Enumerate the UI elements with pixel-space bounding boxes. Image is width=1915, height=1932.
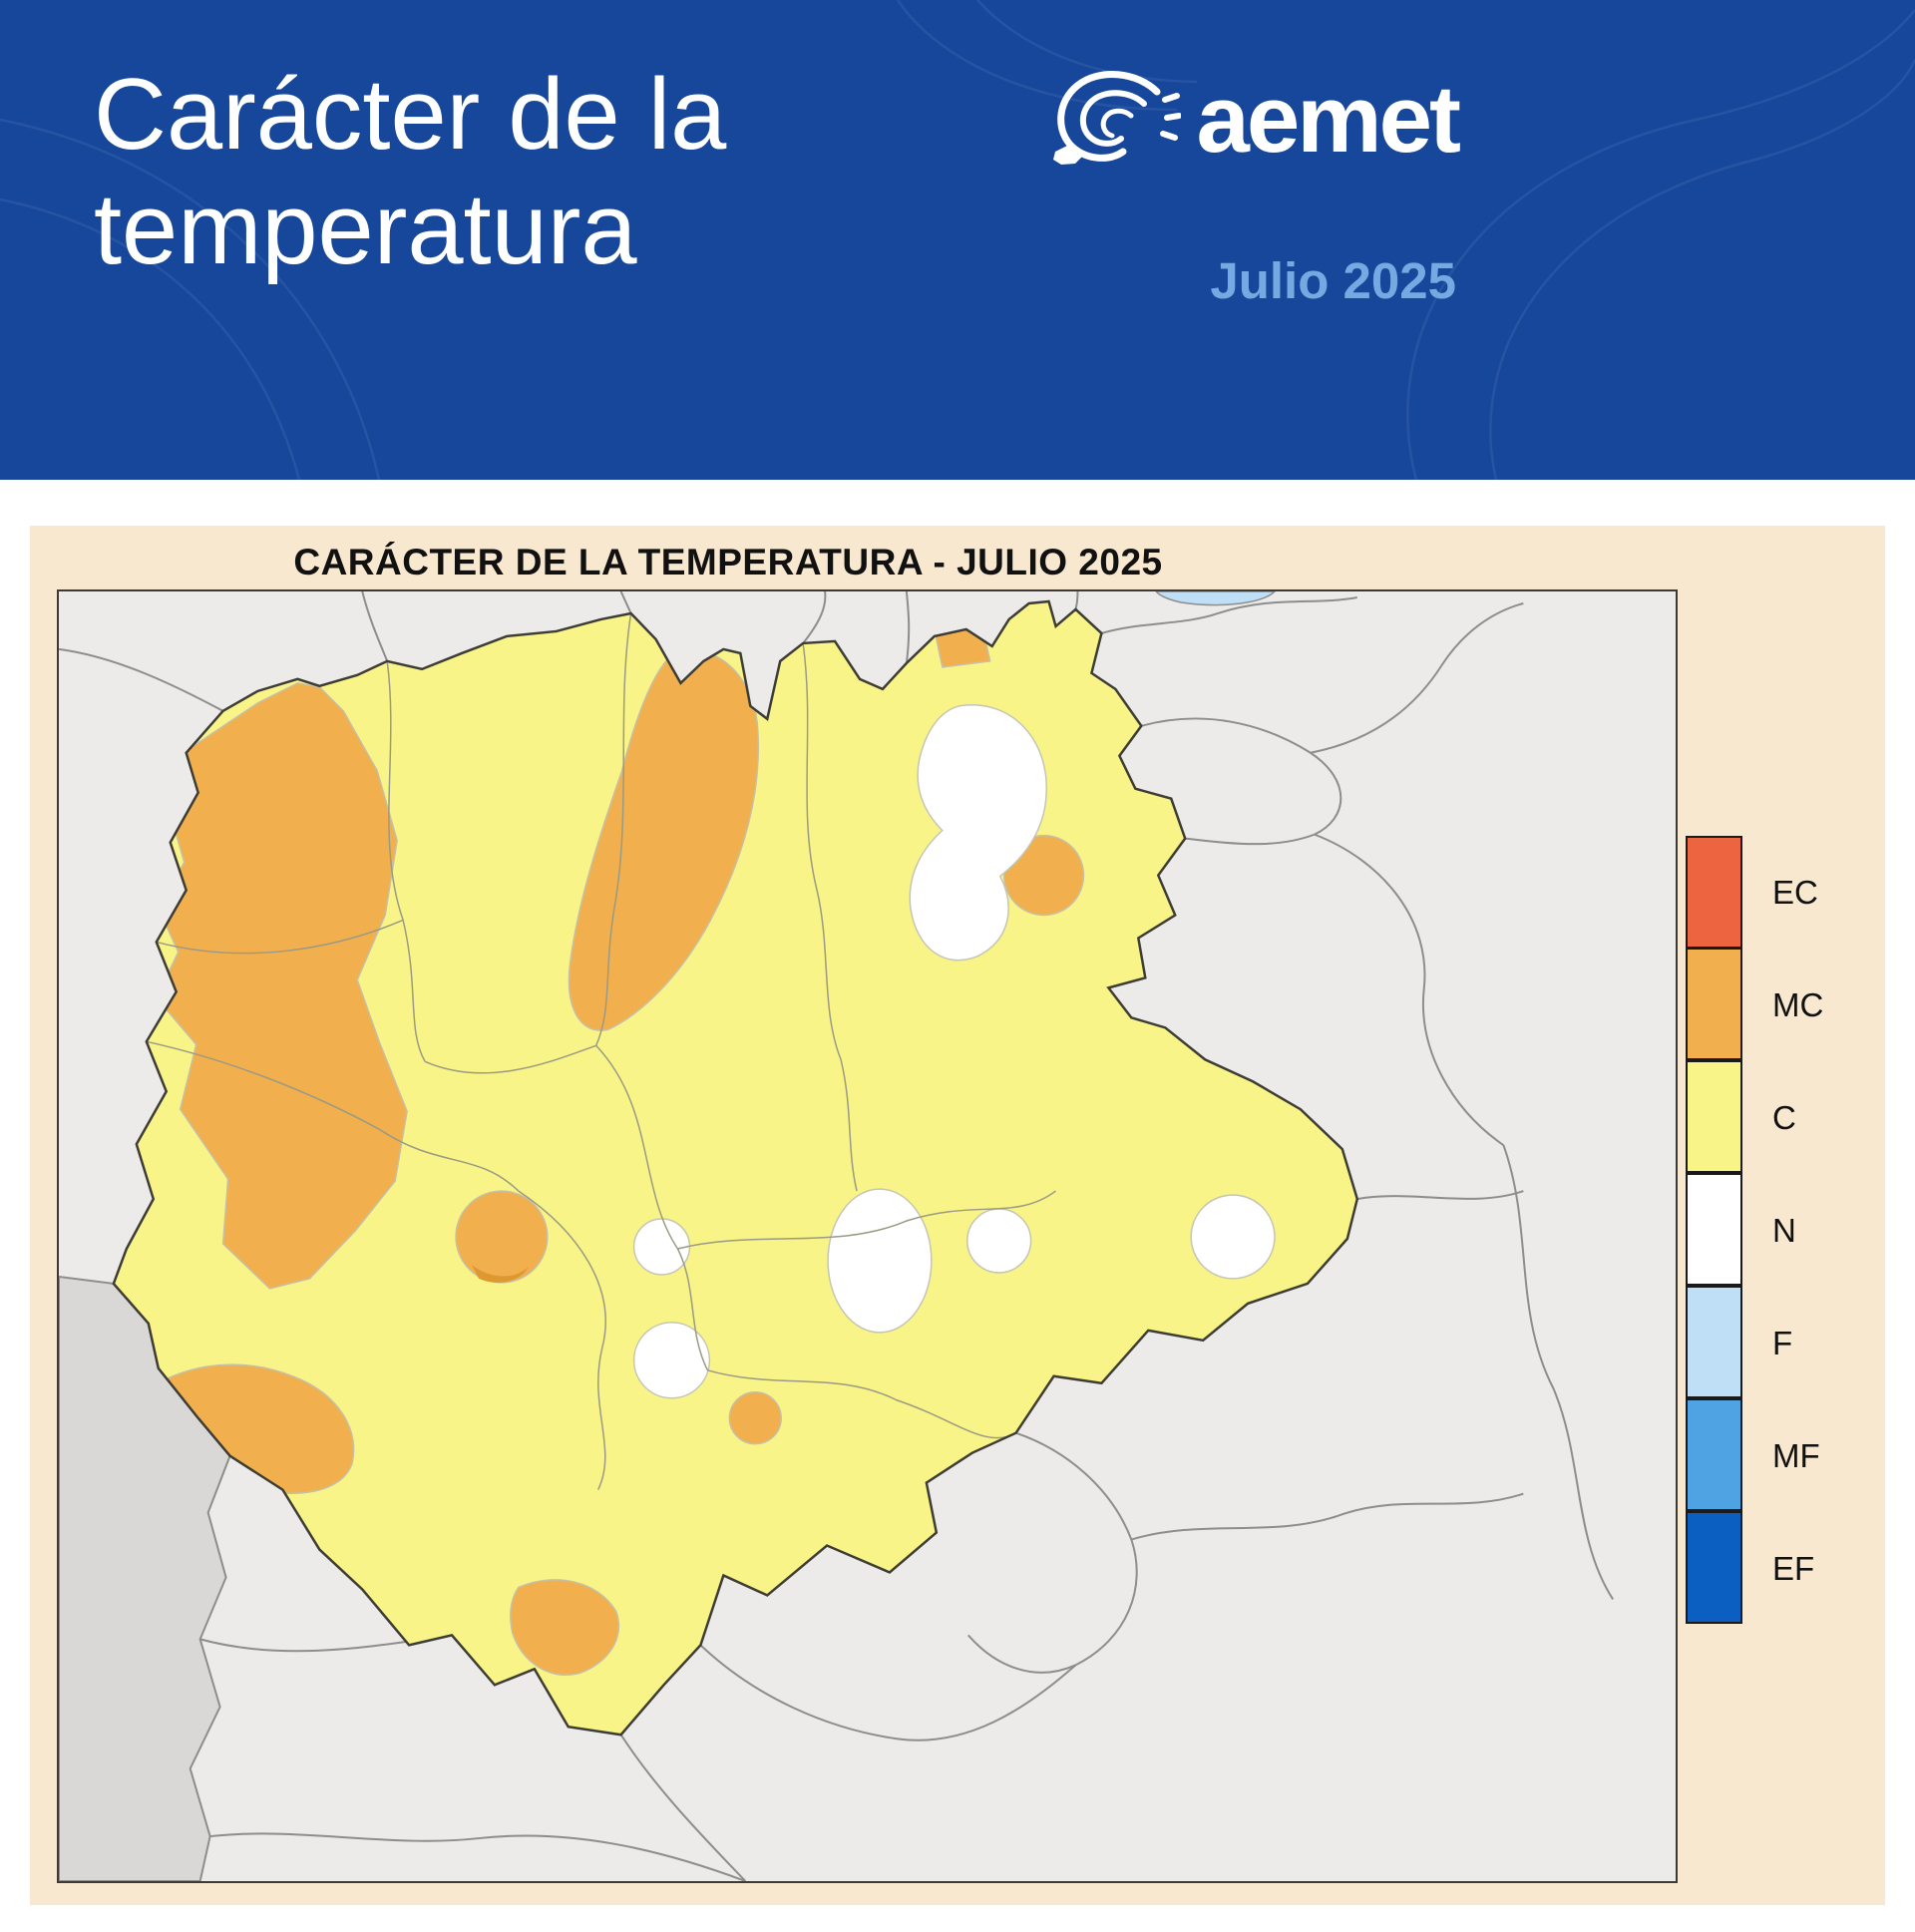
legend-swatch-ec	[1686, 836, 1742, 949]
map-canvas	[57, 589, 1678, 1883]
legend-label-mf: MF	[1772, 1436, 1820, 1474]
province-borders	[146, 612, 1056, 1490]
legend-swatch-f	[1686, 1286, 1742, 1398]
region-f-area	[1155, 591, 1277, 606]
legend-swatch-mf	[1686, 1398, 1742, 1511]
temperature-map-svg	[59, 591, 1676, 1881]
legend-label-n: N	[1772, 1211, 1796, 1249]
legend-swatch-n	[1686, 1173, 1742, 1286]
page-title-line2: temperatura	[94, 174, 637, 286]
neighbor-borders	[59, 591, 1614, 1881]
legend-label-mc: MC	[1772, 985, 1824, 1023]
legend-item-ec: EC	[1686, 836, 1823, 949]
aemet-logo-icon	[1052, 71, 1181, 165]
banner-wave-decoration	[0, 0, 1915, 480]
region-mc-dark-mark	[471, 1264, 529, 1283]
legend-item-mf: MF	[1686, 1398, 1823, 1512]
legend-label-c: C	[1772, 1098, 1796, 1136]
map-title: CARÁCTER DE LA TEMPERATURA - JULIO 2025	[293, 542, 1163, 582]
legend-item-ef: EF	[1686, 1511, 1823, 1625]
region-n-areas	[632, 704, 1276, 1399]
header-banner: Carácter de la temperatura aemet Julio 2…	[0, 0, 1915, 480]
aemet-logo-text: aemet	[1196, 66, 1461, 173]
period-label: Julio 2025	[1210, 252, 1456, 309]
legend-label-ef: EF	[1772, 1549, 1815, 1587]
legend-item-c: C	[1686, 1060, 1823, 1174]
legend-item-n: N	[1686, 1173, 1823, 1287]
map-panel: CARÁCTER DE LA TEMPERATURA - JULIO 2025	[30, 526, 1885, 1905]
page-title: Carácter de la temperatura	[94, 58, 726, 287]
legend-item-f: F	[1686, 1286, 1823, 1399]
aemet-brand: aemet	[1049, 66, 1461, 174]
legend-swatch-c	[1686, 1060, 1742, 1173]
legend-swatch-ef	[1686, 1511, 1742, 1624]
legend-swatch-mc	[1686, 948, 1742, 1060]
page-title-line1: Carácter de la	[94, 59, 727, 171]
legend-label-ec: EC	[1772, 873, 1818, 911]
legend-item-mc: MC	[1686, 948, 1824, 1061]
map-legend: EC MC C N F MF EF	[1686, 836, 1823, 1625]
legend-label-f: F	[1772, 1324, 1793, 1361]
